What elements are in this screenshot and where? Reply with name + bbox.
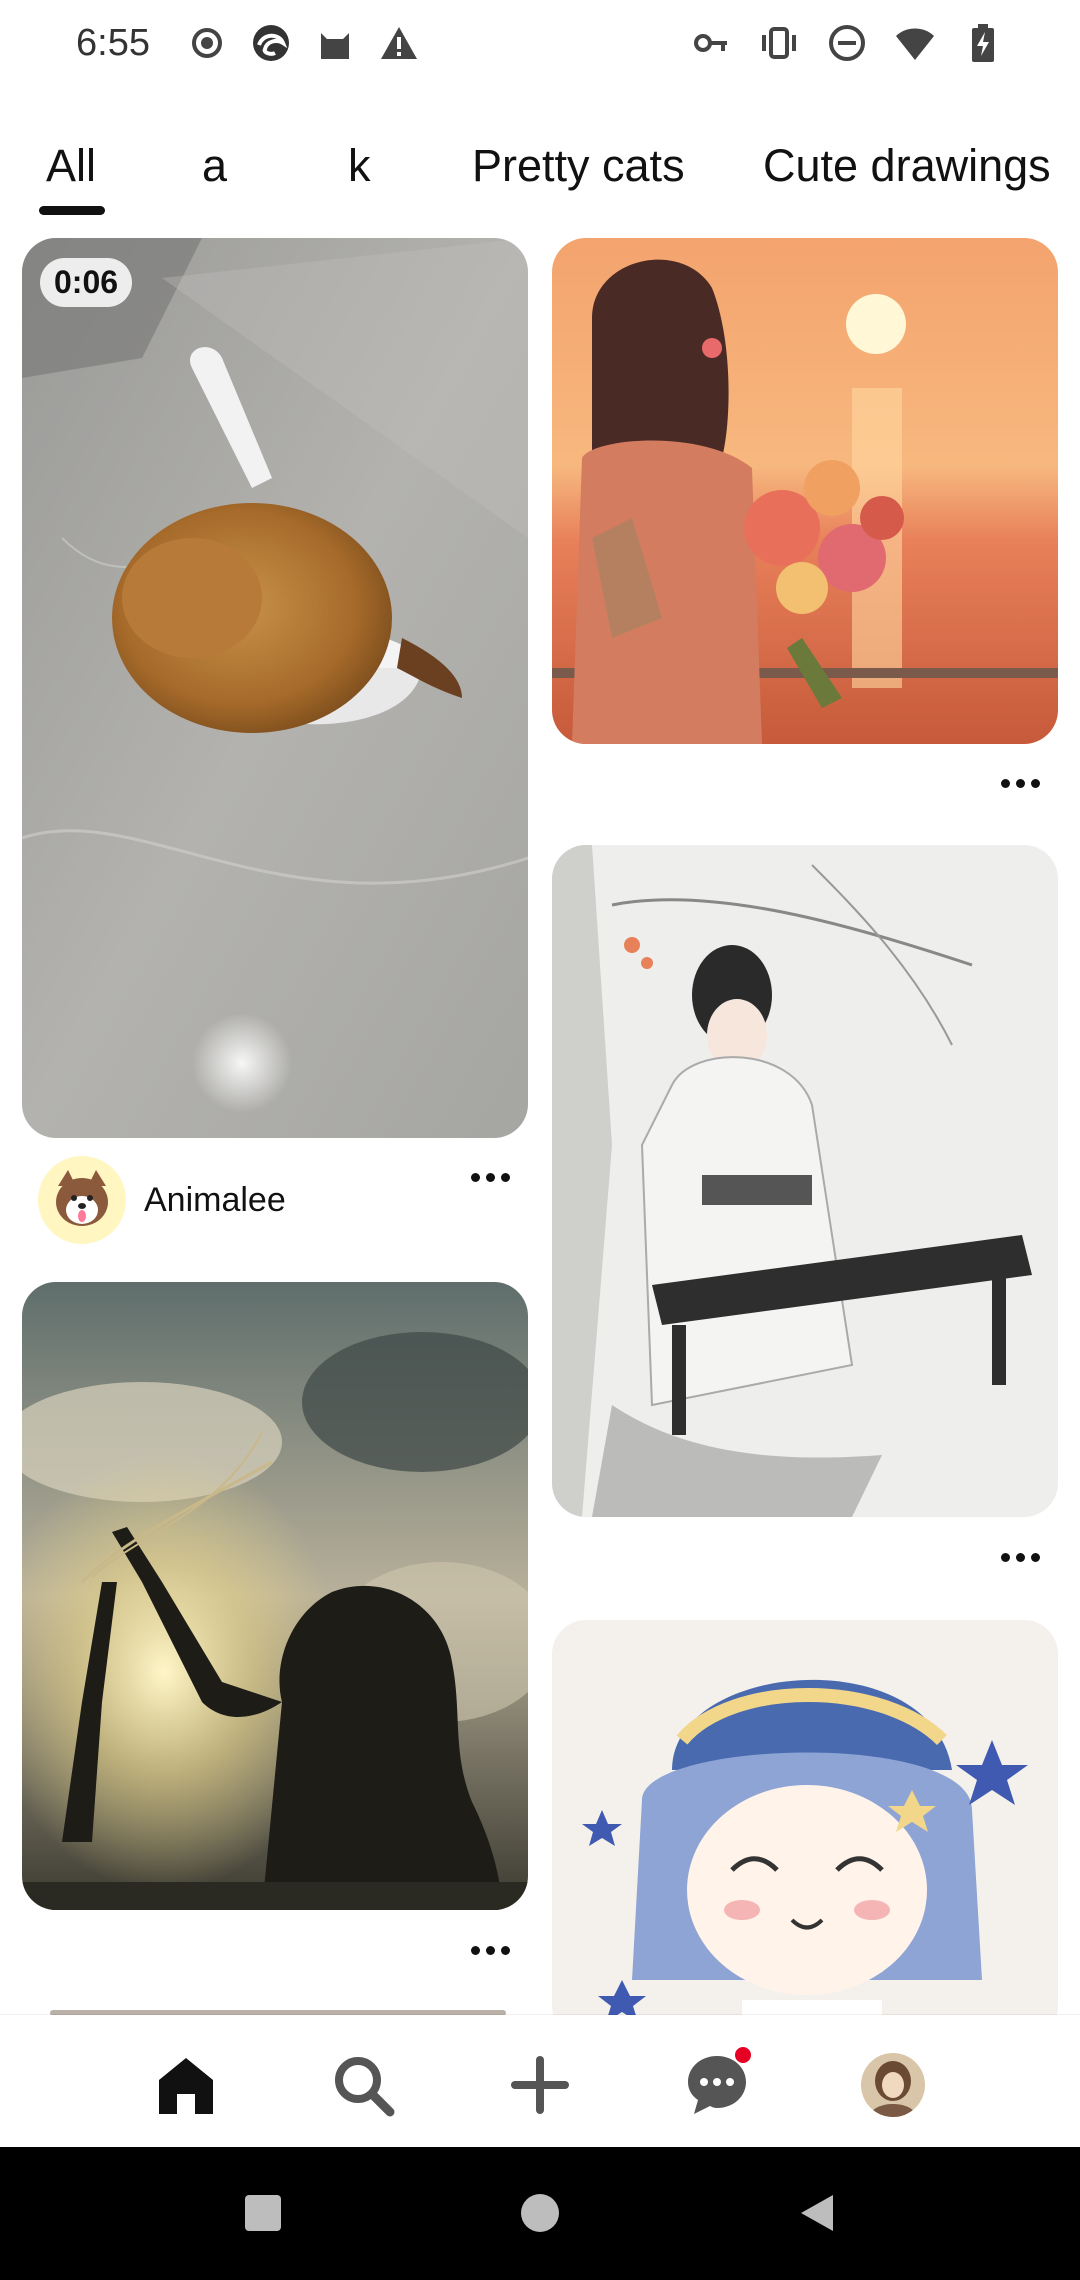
notification-dot [735, 2047, 751, 2063]
chibi-girl-blue-hat-image [552, 1620, 1058, 2040]
status-bar: 6:55 [0, 0, 1080, 90]
warning-icon [378, 22, 420, 64]
do-not-disturb-icon [826, 22, 868, 64]
search-icon[interactable] [323, 2045, 403, 2125]
create-icon[interactable] [500, 2045, 580, 2125]
pin-girl-bouquet[interactable] [552, 238, 1058, 744]
tab-all[interactable]: All [46, 140, 97, 191]
key-icon [690, 22, 732, 64]
vibrate-icon [758, 22, 800, 64]
home-system-button[interactable] [510, 2183, 570, 2243]
browser-icon [250, 22, 292, 64]
tab-cute-drawings[interactable]: Cute drawings [763, 140, 1051, 191]
girl-with-bouquet-sunset-image [552, 238, 1058, 744]
bottom-navigation [0, 2015, 1080, 2147]
pin-author[interactable]: Animalee [38, 1156, 286, 1244]
silhouette-with-flowers-image [22, 1282, 528, 1910]
next-pin-peek [50, 2010, 506, 2016]
tab-selected-indicator [39, 206, 105, 215]
more-options-button[interactable] [990, 768, 1050, 798]
wifi-icon [894, 22, 936, 64]
home-icon[interactable] [146, 2045, 226, 2125]
cat-icon [314, 22, 356, 64]
kitten-in-bowl-image [22, 238, 528, 1138]
battery-charging-icon [962, 22, 1004, 64]
author-avatar [38, 1156, 126, 1244]
record-icon [186, 22, 228, 64]
pin-chibi-girl[interactable] [552, 1620, 1058, 2040]
system-navigation-bar [0, 2147, 1080, 2280]
tab-pretty-cats[interactable]: Pretty cats [472, 140, 685, 191]
more-options-button[interactable] [460, 1162, 520, 1192]
pin-guzheng[interactable] [552, 845, 1058, 1517]
tab-k[interactable]: k [348, 140, 371, 191]
more-options-button[interactable] [990, 1542, 1050, 1572]
status-time: 6:55 [76, 22, 150, 64]
status-icons-right [690, 22, 1004, 64]
back-system-button[interactable] [787, 2183, 847, 2243]
pin-kitten-video[interactable]: 0:06 [22, 238, 528, 1138]
pin-silhouette[interactable] [22, 1282, 528, 1910]
woman-playing-guzheng-image [552, 845, 1058, 1517]
recent-apps-button[interactable] [233, 2183, 293, 2243]
profile-avatar[interactable] [853, 2045, 933, 2125]
author-name[interactable]: Animalee [144, 1180, 286, 1219]
board-tabs: All a k Pretty cats Cute drawings [0, 130, 1080, 220]
more-options-button[interactable] [460, 1935, 520, 1965]
tab-a[interactable]: a [202, 140, 228, 191]
video-duration-badge: 0:06 [40, 258, 133, 307]
messages-icon[interactable] [677, 2045, 757, 2125]
status-icons-left [186, 22, 420, 64]
